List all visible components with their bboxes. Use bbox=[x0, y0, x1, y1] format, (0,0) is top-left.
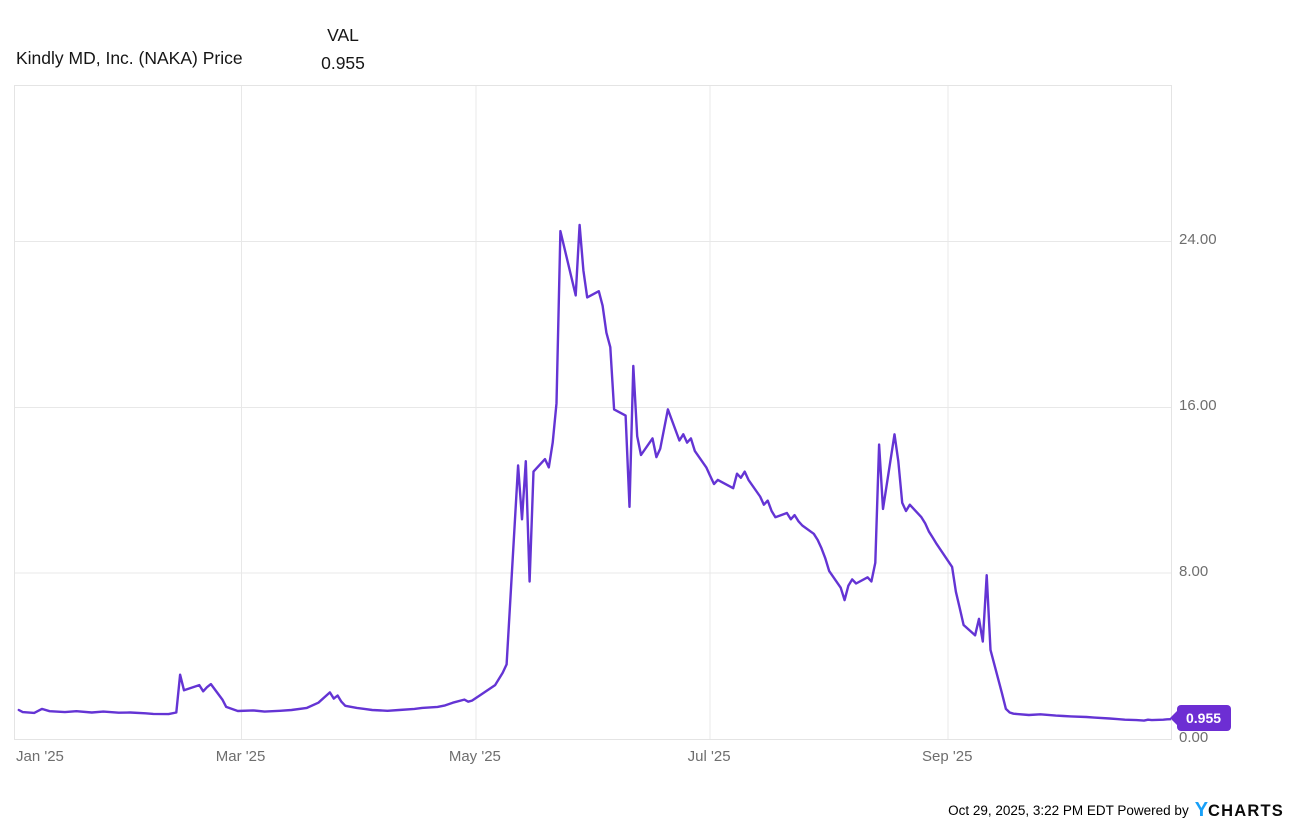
y-axis-label: 0.00 bbox=[1179, 729, 1209, 746]
ycharts-logo-y: Y bbox=[1194, 799, 1209, 821]
y-axis-label: 8.00 bbox=[1179, 563, 1209, 581]
x-axis-label: Mar '25 bbox=[215, 748, 266, 765]
price-line-chart[interactable] bbox=[15, 86, 1171, 739]
value-column: VAL 0.955 bbox=[308, 21, 378, 77]
x-axis-label: May '25 bbox=[448, 748, 501, 765]
ycharts-logo-text: CHARTS bbox=[1208, 802, 1284, 820]
x-axis-label: Jan '25 bbox=[16, 748, 64, 765]
plot-area bbox=[14, 85, 1172, 740]
ycharts-logo: Y CHARTS bbox=[1195, 799, 1284, 822]
value-column-value: 0.955 bbox=[321, 53, 365, 73]
y-axis-label: 24.00 bbox=[1179, 231, 1217, 249]
y-axis-label: 16.00 bbox=[1179, 397, 1217, 415]
last-price-badge: 0.955 bbox=[1177, 705, 1232, 732]
price-line bbox=[17, 223, 1171, 722]
value-column-header: VAL bbox=[327, 25, 359, 45]
x-axis-label: Sep '25 bbox=[922, 748, 973, 765]
chart-title: Kindly MD, Inc. (NAKA) Price bbox=[16, 48, 243, 68]
footer: Oct 29, 2025, 3:22 PM EDT Powered by Y C… bbox=[948, 799, 1284, 822]
x-axis-label: Jul '25 bbox=[687, 748, 731, 765]
footer-timestamp: Oct 29, 2025, 3:22 PM EDT Powered by bbox=[948, 803, 1189, 818]
